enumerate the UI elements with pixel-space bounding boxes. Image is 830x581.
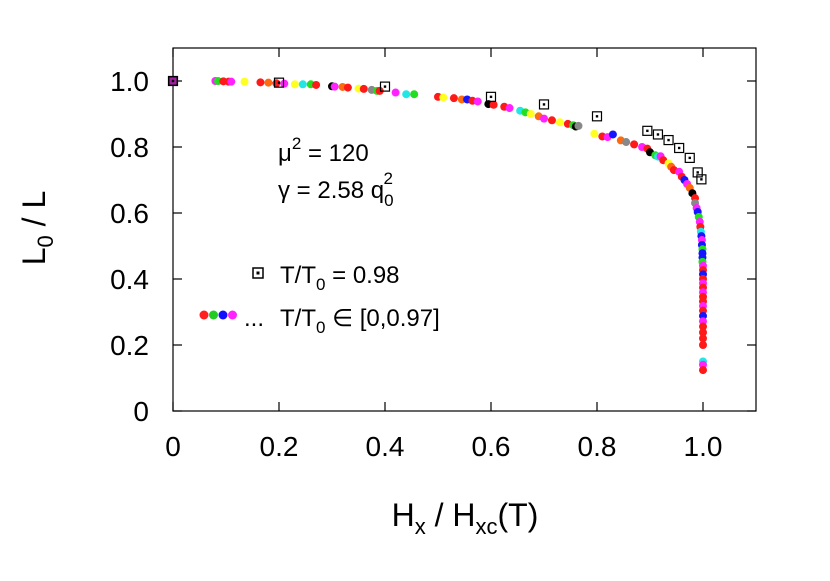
legend-dot (218, 310, 228, 320)
data-point-open-square (379, 81, 391, 92)
data-point (630, 140, 639, 149)
legend-label-098: T/T0 = 0.98 (280, 262, 400, 294)
y-axis-label-main: L (16, 247, 52, 265)
data-point (699, 366, 707, 375)
y-tick-label: 0 (133, 396, 149, 427)
data-point (402, 90, 411, 99)
annotation-gamma-sub: 0 (384, 191, 393, 210)
legend-label-range: T/T0 ∈ [0,0.97] (280, 305, 440, 337)
y-axis-label: L0 / L (16, 191, 58, 266)
legend-dot (209, 310, 218, 320)
data-point (256, 78, 265, 87)
data-points (167, 75, 707, 375)
data-point (298, 80, 307, 89)
legend-label-range-sub: 0 (316, 318, 325, 337)
data-point-open-square (684, 152, 695, 163)
legend: T/T0 = 0.98 ... T/T0 ∈ [0,0.97] (199, 262, 440, 337)
y-tick-label: 0.8 (110, 132, 149, 163)
legend-label-range-tail: ∈ [0,0.97] (325, 305, 439, 332)
annotation-gamma-sup: 2 (384, 169, 393, 188)
data-point (590, 129, 599, 138)
data-point-open-square (663, 134, 674, 146)
legend-dot (228, 310, 237, 320)
legend-label-098-sub: 0 (316, 275, 325, 294)
data-point-open-square (167, 75, 179, 87)
x-tick-label: 0 (165, 431, 181, 462)
data-point (391, 88, 400, 97)
x-axis-label-tail: (T) (498, 497, 539, 533)
data-point-open-square (652, 129, 664, 140)
data-point (290, 80, 299, 89)
x-axis-label-main: H (392, 497, 415, 533)
data-point-open-square (485, 91, 497, 102)
legend-label-098-main: T/T (280, 262, 316, 289)
legend-marker-dots (199, 310, 237, 320)
annotation-mu-sup: 2 (292, 134, 301, 153)
data-point (699, 328, 707, 337)
data-point (375, 86, 384, 95)
x-tick-label: 0.4 (366, 431, 405, 462)
x-tick-label: 0.2 (260, 431, 299, 462)
data-point (505, 104, 514, 113)
data-point (699, 334, 707, 343)
data-point (622, 138, 631, 147)
x-axis-label: Hx / Hxc(T) (392, 497, 539, 539)
data-point-open-square (674, 142, 685, 154)
x-tick-label: 1.0 (684, 431, 723, 462)
plot-frame (172, 47, 757, 412)
x-axis-label-sub2: xc (476, 514, 498, 539)
x-axis-label-sub1: x (415, 514, 426, 539)
axis-ticks (172, 48, 756, 412)
annotation-mu: μ2 = 120 (278, 134, 369, 167)
data-point-open-square (591, 111, 603, 122)
data-point (699, 341, 707, 349)
y-tick-label: 0.4 (110, 264, 149, 295)
data-point (555, 118, 564, 127)
data-point-open-square (642, 125, 653, 136)
data-point (547, 116, 556, 125)
data-point-open-square (696, 174, 707, 185)
y-axis-label-tail: / L (16, 191, 52, 235)
data-point (473, 97, 482, 106)
legend-label-range-main: T/T (280, 305, 316, 332)
data-point (699, 322, 707, 331)
data-point-open-square (273, 77, 285, 88)
x-tick-label: 0.6 (472, 431, 511, 462)
x-axis-label-mid: / H (426, 497, 476, 533)
data-point (343, 83, 352, 92)
data-point (227, 77, 236, 86)
data-point (526, 110, 535, 118)
annotation-mu-rest: = 120 (301, 140, 368, 167)
data-point (312, 80, 321, 89)
annotation-gamma: γ = 2.58 q0 2 (278, 169, 394, 210)
legend-label-098-tail: = 0.98 (325, 262, 399, 289)
legend-marker-open-square (252, 267, 264, 279)
data-point (359, 84, 368, 93)
axis-tick-labels: 0 0.2 0.4 0.6 0.8 1.0 0 0.2 0.4 0.6 0.8 1.0 (110, 66, 722, 462)
data-point (489, 100, 498, 109)
data-point (280, 79, 289, 88)
data-point (439, 93, 448, 102)
data-point (264, 78, 273, 87)
data-point (608, 130, 617, 139)
y-tick-label: 1.0 (110, 66, 149, 97)
y-tick-label: 0.2 (110, 330, 149, 361)
data-point-open-square (692, 167, 703, 178)
data-point (330, 82, 339, 91)
data-point (449, 94, 458, 103)
data-point (540, 114, 548, 123)
data-point-open-square (538, 99, 550, 110)
y-tick-label: 0.6 (110, 198, 149, 229)
annotation-gamma-rest: = 2.58 q (290, 177, 384, 204)
data-point (240, 77, 249, 86)
annotation-gamma-symbol: γ (278, 177, 290, 204)
annotation-mu-symbol: μ (278, 140, 292, 167)
data-point (574, 121, 583, 130)
legend-dot (199, 310, 209, 320)
data-point (410, 90, 419, 99)
x-tick-label: 0.8 (578, 431, 617, 462)
legend-ellipsis: ... (244, 305, 264, 332)
y-axis-label-sub: 0 (33, 235, 58, 247)
